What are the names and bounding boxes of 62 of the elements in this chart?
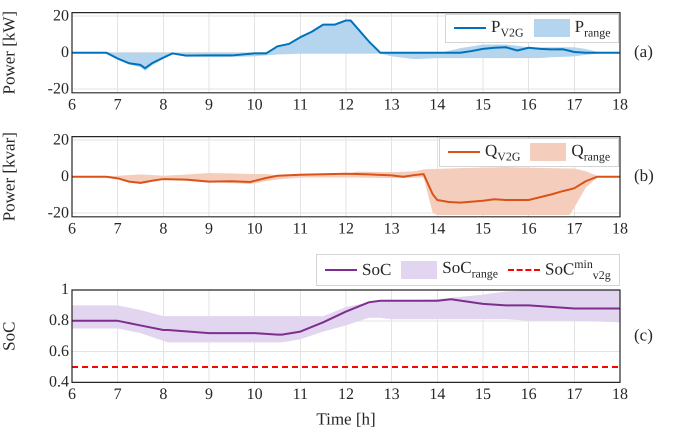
- x-tick-label: 10: [246, 386, 263, 404]
- y-axis-title: Power [kW]: [0, 10, 19, 94]
- legend-label: P$_{range}$: [574, 16, 610, 40]
- x-tick-label: 13: [384, 386, 400, 404]
- x-tick-label: 14: [429, 220, 446, 238]
- y-tick-label: 0: [61, 168, 69, 185]
- x-tick-label: 12: [338, 220, 354, 238]
- x-tick-label: 6: [68, 220, 76, 238]
- x-tick-label: 6: [68, 96, 76, 114]
- x-tick-label: 10: [246, 96, 263, 114]
- y-tick-label: -20: [48, 204, 69, 222]
- x-tick-label: 15: [475, 220, 491, 238]
- y-tick-label: 20: [53, 7, 69, 24]
- x-tick-label: 8: [159, 386, 168, 404]
- x-axis-title: Time [h]: [316, 409, 376, 428]
- legend-label: SoC: [362, 260, 392, 280]
- x-tick-label: 9: [205, 220, 213, 238]
- x-tick-label: 16: [520, 220, 537, 238]
- x-tick-label: 15: [475, 96, 491, 114]
- x-tick-label: 14: [429, 96, 446, 114]
- legend-label: SoC$_{range}$: [442, 258, 498, 282]
- y-tick-label: -20: [48, 80, 69, 98]
- x-tick-label: 15: [475, 386, 491, 404]
- x-tick-label: 9: [205, 96, 213, 114]
- x-tick-label: 17: [566, 96, 582, 114]
- x-tick-label: 17: [566, 220, 582, 238]
- text: (a): [634, 42, 653, 62]
- x-tick-label: 13: [384, 220, 400, 238]
- text: (b): [634, 166, 654, 186]
- x-tick-label: 6: [68, 386, 76, 404]
- y-tick-label: 0.4: [49, 374, 69, 391]
- legend-label: P$_{V2G}$: [491, 16, 524, 40]
- x-tick-label: 11: [292, 386, 308, 404]
- x-tick-label: 8: [159, 220, 168, 238]
- x-tick-label: 13: [384, 96, 400, 114]
- x-tick-label: 18: [612, 96, 628, 114]
- x-tick-label: 9: [205, 386, 213, 404]
- legend-label: Q$_{range}$: [571, 140, 610, 164]
- x-tick-label: 12: [338, 386, 354, 404]
- x-tick-label: 18: [612, 220, 628, 238]
- x-tick-label: 11: [292, 96, 308, 114]
- text: (c): [634, 326, 653, 345]
- x-tick-label: 14: [429, 386, 446, 404]
- x-tick-label: 7: [114, 220, 122, 238]
- x-tick-label: 17: [566, 386, 582, 404]
- x-tick-label: 18: [612, 386, 628, 404]
- y-tick-label: 1: [61, 281, 69, 298]
- y-axis-title: SoC: [0, 322, 19, 351]
- x-tick-label: 11: [292, 220, 308, 238]
- y-axis-title: Power [kvar]: [0, 132, 19, 222]
- y-tick-label: 0: [61, 44, 69, 61]
- y-tick-label: 0.6: [49, 342, 69, 360]
- x-tick-label: 16: [520, 386, 537, 404]
- y-tick-label: 0.8: [49, 312, 69, 330]
- x-tick-label: 7: [114, 386, 122, 404]
- x-tick-label: 16: [520, 96, 537, 114]
- x-tick-label: 12: [338, 96, 354, 114]
- x-tick-label: 8: [159, 96, 168, 114]
- y-tick-label: 20: [53, 131, 69, 148]
- legend-label: Q$_{V2G}$: [485, 140, 520, 164]
- x-tick-label: 7: [114, 96, 122, 114]
- x-tick-label: 10: [246, 220, 263, 238]
